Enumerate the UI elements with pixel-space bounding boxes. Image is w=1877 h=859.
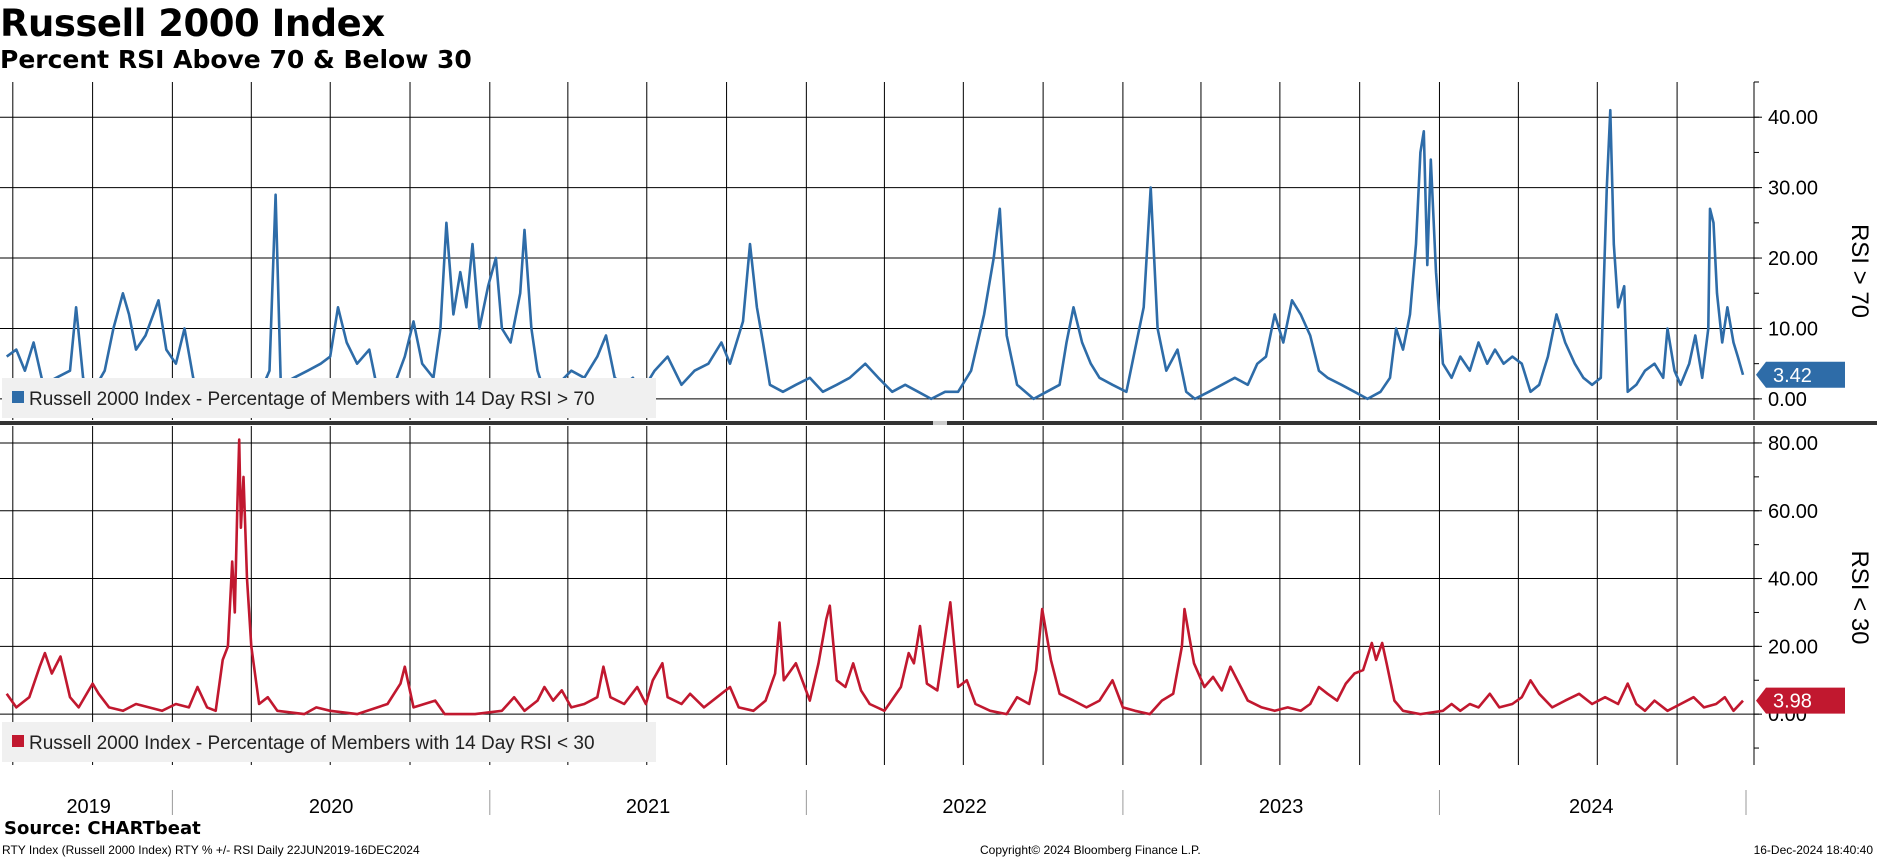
source-note: Source: CHARTbeat [4,818,201,839]
legend-label-1: Russell 2000 Index - Percentage of Membe… [29,733,595,754]
ytick-label-1-1: 20.00 [1768,636,1818,658]
series-line-0 [5,108,1745,401]
footer-security-info: RTY Index (Russell 2000 Index) RTY % +/-… [2,843,420,857]
x-year-label-2019: 2019 [66,796,111,818]
x-year-label-2022: 2022 [942,796,987,818]
last-value-tag-0 [1756,361,1845,388]
y-axis-title-1: RSI < 30 [1846,550,1873,644]
panel-separator-handle [933,421,947,425]
x-year-label-2023: 2023 [1259,796,1304,818]
legend-label-0: Russell 2000 Index - Percentage of Membe… [29,389,595,410]
last-value-label-0: 3.42 [1773,365,1812,387]
last-value-label-1: 3.98 [1773,691,1812,713]
ytick-label-1-2: 40.00 [1768,569,1818,591]
series-line-1 [5,438,1744,716]
ytick-label-0-1: 10.00 [1768,318,1818,340]
x-year-label-2021: 2021 [626,796,671,818]
ytick-label-0-3: 30.00 [1768,178,1818,200]
chart-subtitle: Percent RSI Above 70 & Below 30 [0,45,472,74]
series-layer [5,108,1745,716]
chart-title: Russell 2000 Index [0,2,385,45]
last-value-tag-1 [1756,687,1845,714]
grid-layer [0,82,1754,765]
footer-copyright: Copyright© 2024 Bloomberg Finance L.P. [980,843,1201,857]
ytick-label-0-0: 0.00 [1768,389,1807,411]
legend-swatch-0 [12,391,24,403]
ytick-label-1-3: 60.00 [1768,501,1818,523]
legend-swatch-1 [12,735,24,747]
ytick-label-0-4: 40.00 [1768,107,1818,129]
legend-box-0 [2,378,656,418]
x-year-label-2020: 2020 [309,796,354,818]
legend-box-1 [2,722,656,762]
ytick-label-1-4: 80.00 [1768,433,1818,455]
x-year-label-2024: 2024 [1569,796,1614,818]
legend-layer: Russell 2000 Index - Percentage of Membe… [2,378,656,762]
y-axis-title-0: RSI > 70 [1846,224,1873,318]
ytick-label-0-2: 20.00 [1768,248,1818,270]
footer-timestamp: 16-Dec-2024 18:40:40 [1753,843,1873,857]
